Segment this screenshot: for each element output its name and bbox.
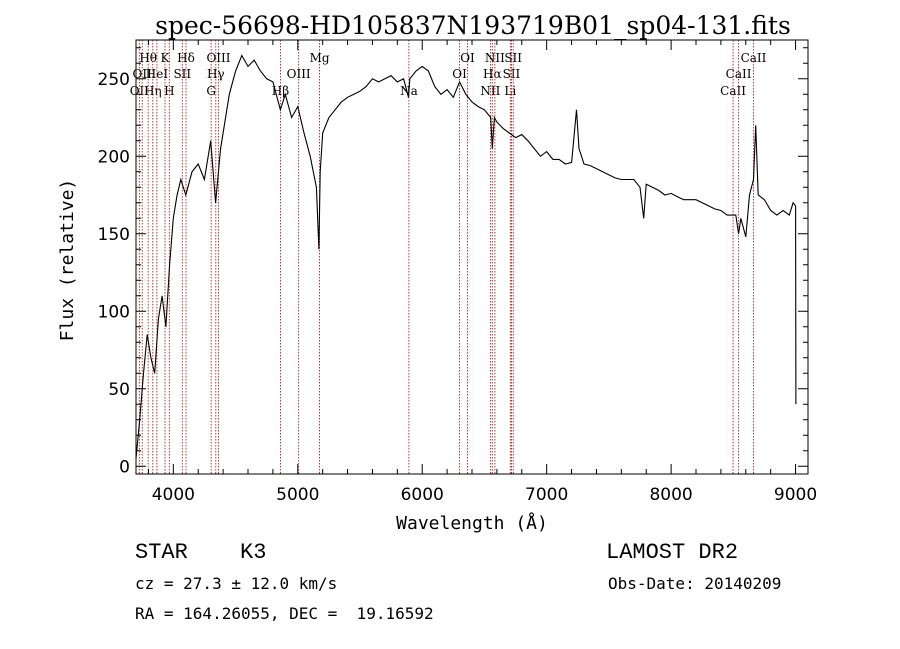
line-marker-label: G — [206, 84, 216, 98]
line-marker-label: SII — [504, 51, 522, 65]
x-tick-label: 5000 — [276, 485, 319, 505]
y-tick-label: 50 — [108, 380, 130, 400]
object-class: STAR — [135, 540, 188, 565]
line-marker-label: CaII — [720, 84, 746, 98]
y-tick-label: 250 — [98, 70, 130, 90]
line-marker-label: OIII — [287, 67, 311, 81]
emission-line-markers: OIIOIIHθHηHeIKHSIIHδGHγOIIIHβOIIIMgNaOIO… — [130, 40, 767, 474]
x-tick-label: 7000 — [525, 485, 568, 505]
x-axis-label: Wavelength (Å) — [396, 512, 548, 534]
line-marker-label: Hα — [483, 67, 502, 81]
y-axis-ticks: 0 50 100 150 200 250 — [98, 47, 808, 477]
line-marker-label: OII — [130, 84, 150, 98]
x-axis-ticks: 4000 5000 6000 7000 8000 9000 — [147, 40, 817, 505]
line-marker-label: CaII — [741, 51, 767, 65]
line-marker-label: OI — [452, 67, 467, 81]
line-marker-label: Hθ — [139, 51, 157, 65]
survey-name: LAMOST DR2 — [606, 540, 739, 565]
line-marker-label: HeI — [146, 67, 169, 81]
chart-title: spec-56698-HD105837N193719B01_sp04-131.f… — [155, 11, 791, 40]
y-axis-label: Flux (relative) — [57, 179, 78, 342]
line-marker-label: NII — [480, 84, 500, 98]
line-marker-label: Hη — [144, 84, 162, 98]
line-marker-label: OIII — [206, 51, 230, 65]
plot-frame — [135, 39, 809, 475]
line-marker-label: NII — [485, 51, 505, 65]
line-marker-label: Hγ — [207, 67, 225, 81]
line-marker-label: SII — [173, 67, 191, 81]
y-tick-label: 100 — [98, 302, 130, 322]
redshift-readout: cz = 27.3 ± 12.0 km/s — [135, 574, 338, 593]
x-tick-label: 8000 — [649, 485, 692, 505]
line-marker-label: Mg — [310, 51, 330, 65]
line-marker-label: Hδ — [177, 51, 195, 65]
y-tick-label: 200 — [98, 147, 130, 167]
line-marker-label: OII — [133, 67, 153, 81]
coordinates: RA = 164.26055, DEC = 19.16592 — [135, 604, 434, 623]
x-tick-label: 9000 — [774, 485, 817, 505]
x-tick-label: 4000 — [152, 485, 195, 505]
line-marker-label: Li — [504, 84, 516, 98]
y-tick-label: 150 — [98, 225, 130, 245]
line-marker-label: H — [164, 84, 174, 98]
spectral-subclass: K3 — [240, 540, 267, 565]
y-tick-label: 0 — [119, 457, 130, 477]
line-marker-label: K — [161, 51, 171, 65]
line-marker-label: OI — [460, 51, 475, 65]
line-marker-label: SII — [503, 67, 521, 81]
x-tick-label: 6000 — [401, 485, 444, 505]
spectrum-line — [135, 54, 797, 459]
obs-date: Obs-Date: 20140209 — [608, 574, 782, 593]
line-marker-label: CaII — [726, 67, 752, 81]
